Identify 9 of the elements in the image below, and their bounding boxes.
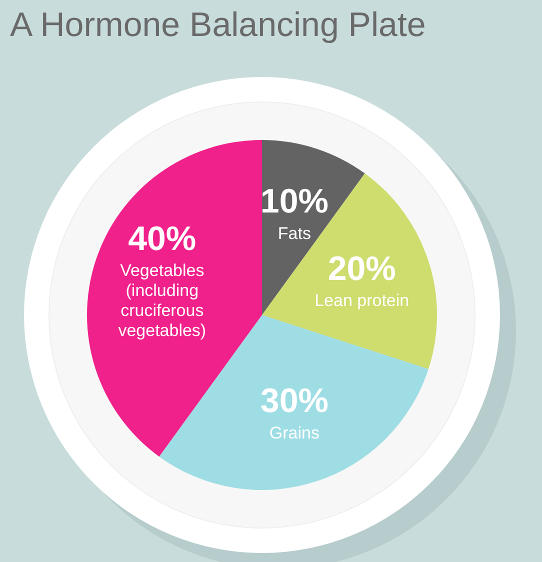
slice-label: Lean protein xyxy=(314,291,410,310)
data-label: 10% xyxy=(260,182,328,221)
data-label: 30% xyxy=(260,382,328,420)
data-label: 40% xyxy=(128,220,196,258)
slice-label: Vegetables (including cruciferous vegetables) xyxy=(118,261,206,340)
slice-label: Grains xyxy=(269,424,320,443)
chart-title: A Hormone Balancing Plate xyxy=(10,6,426,45)
slice-label: Fats xyxy=(278,224,311,243)
data-label: 20% xyxy=(328,250,396,288)
